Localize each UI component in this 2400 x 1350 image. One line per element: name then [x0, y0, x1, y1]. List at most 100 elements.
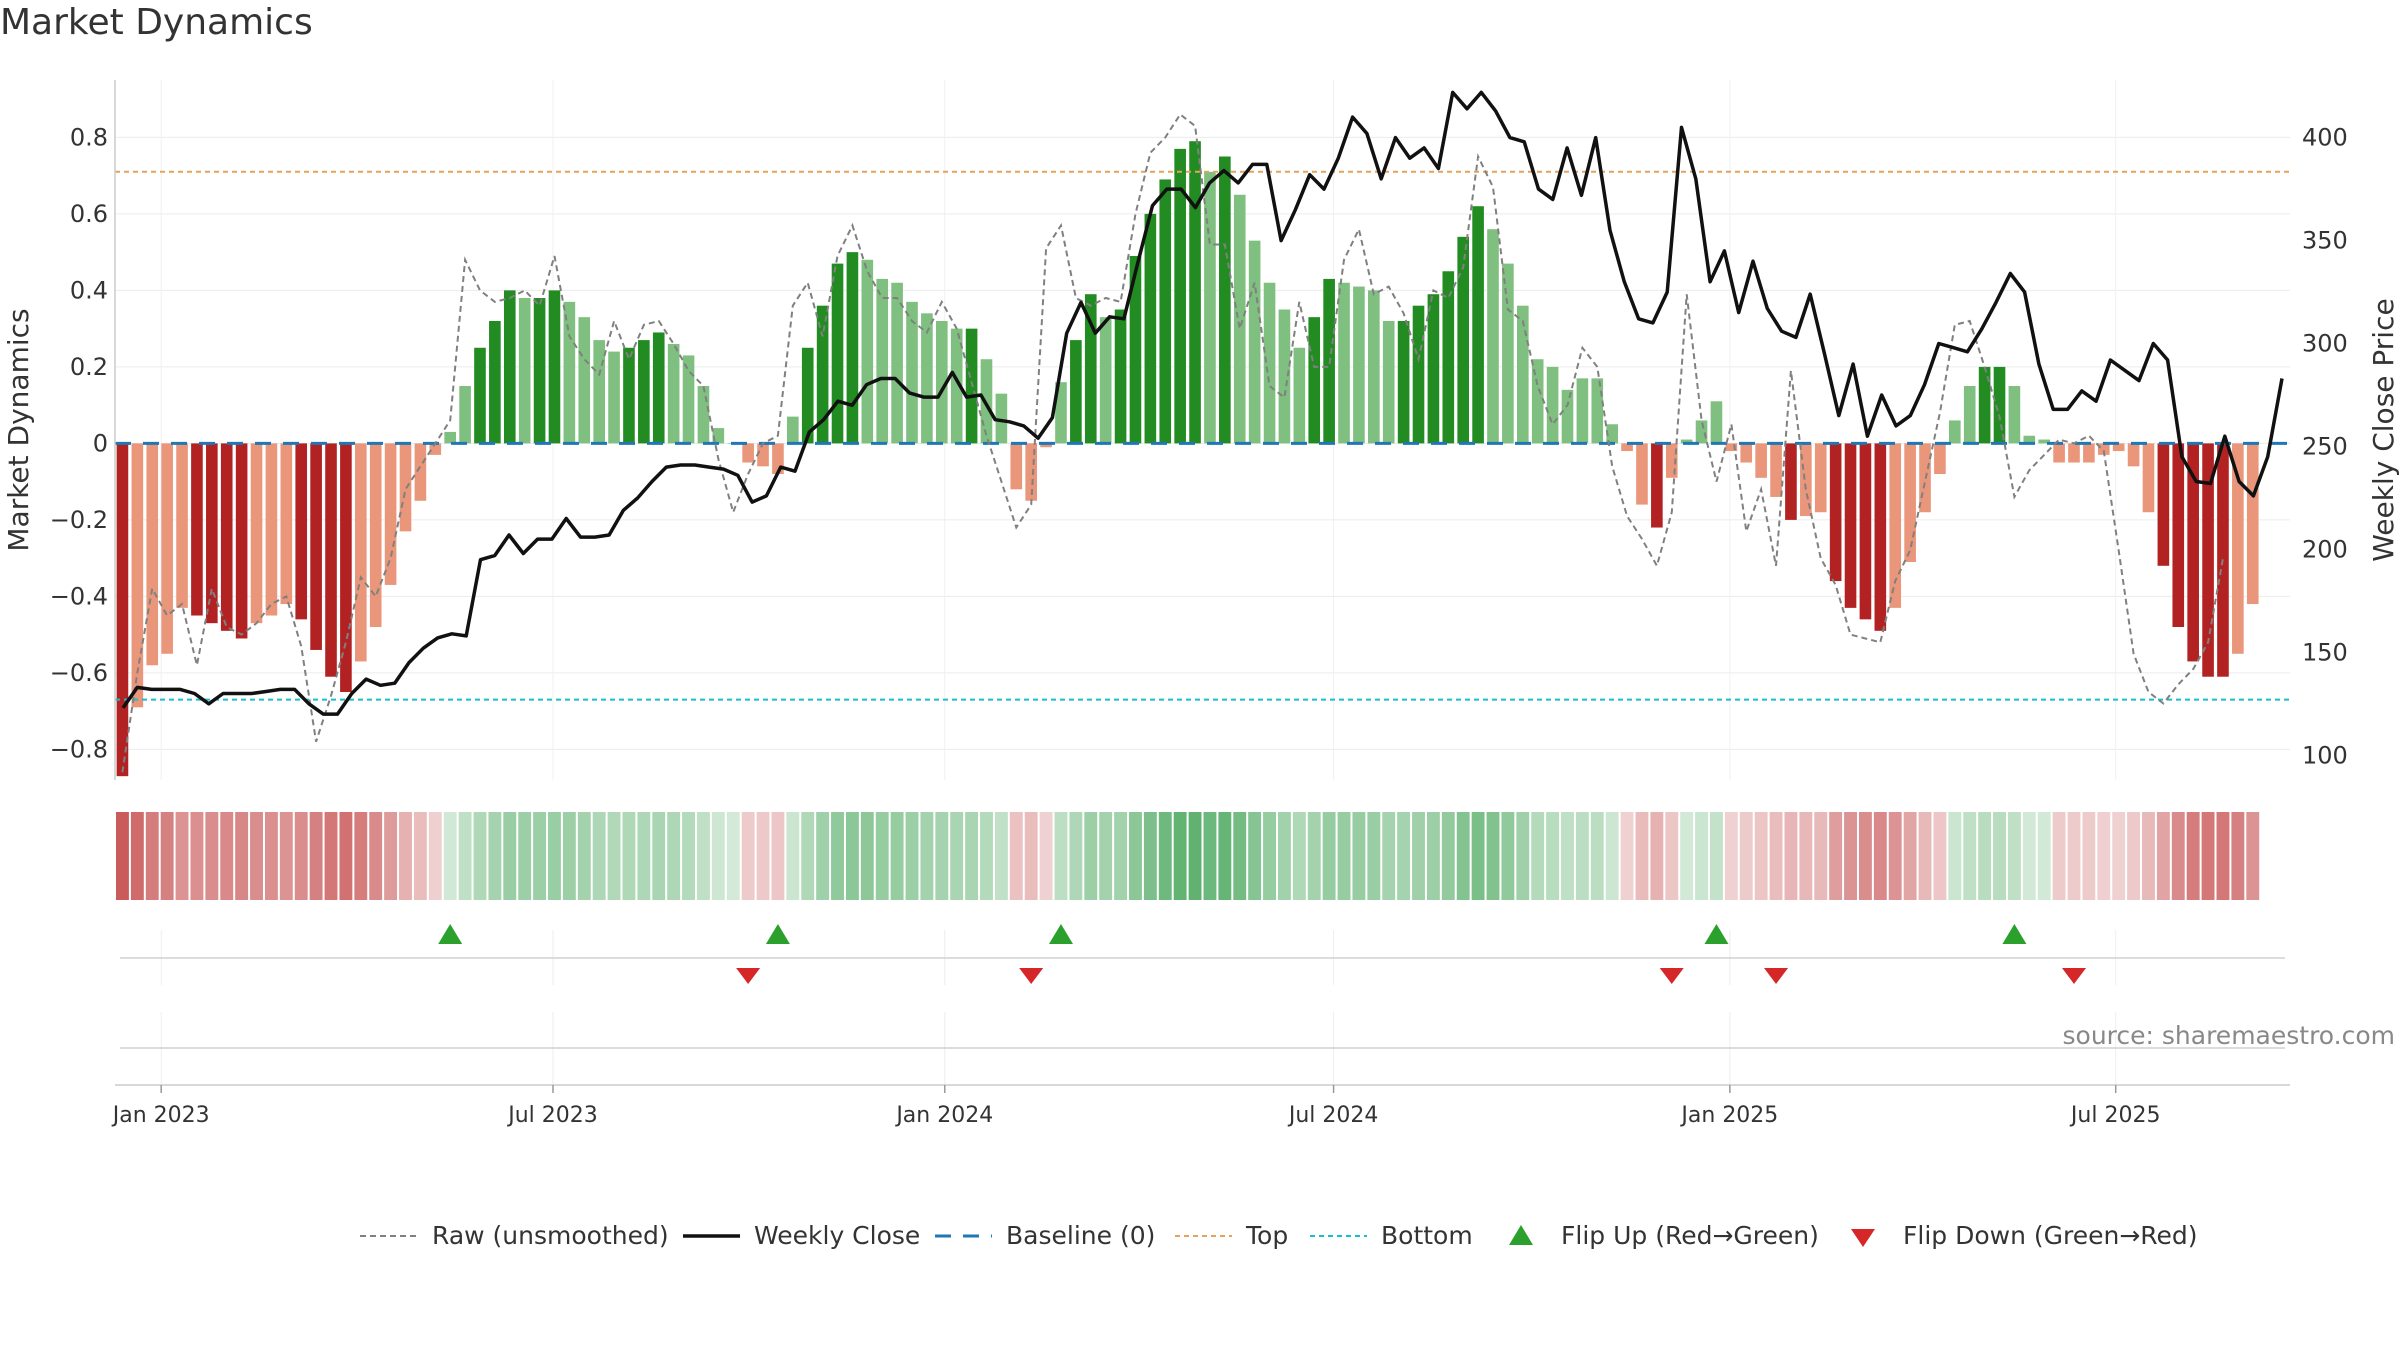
- bar: [295, 443, 308, 620]
- heat-cell: [1426, 812, 1440, 900]
- heat-cell: [1188, 812, 1202, 900]
- heat-cell: [2142, 812, 2155, 900]
- bar: [712, 428, 725, 444]
- heat-cell: [1918, 812, 1932, 900]
- bar: [608, 351, 620, 444]
- heat-cell: [1218, 812, 1232, 900]
- flip-down-marker: [2061, 968, 2086, 984]
- y-right-tick-label: 150: [2302, 638, 2348, 666]
- source-text: source: sharemaestro.com: [2063, 1021, 2396, 1050]
- bar: [548, 290, 561, 444]
- bar: [1442, 271, 1455, 444]
- heat-cell: [637, 812, 651, 900]
- heat-cell: [1009, 812, 1023, 900]
- bar: [1457, 236, 1470, 444]
- bar: [816, 305, 829, 444]
- heat-cell: [801, 812, 815, 900]
- heat-cell: [1039, 812, 1053, 900]
- bar: [801, 347, 814, 444]
- heat-cell: [652, 812, 666, 900]
- bar: [2083, 443, 2095, 463]
- bar: [1204, 171, 1216, 444]
- bar: [2157, 443, 2170, 566]
- heat-cell: [2186, 812, 2200, 900]
- flip-up-marker: [765, 924, 790, 944]
- heat-cell: [2171, 812, 2185, 900]
- heat-cell: [1456, 812, 1470, 900]
- bar: [191, 443, 203, 616]
- bar: [787, 416, 799, 444]
- heat-cell: [369, 812, 383, 900]
- bar: [1368, 290, 1380, 444]
- bar: [950, 328, 963, 444]
- flip-down-marker: [1019, 968, 1044, 984]
- heat-cell: [1084, 812, 1098, 900]
- legend-swatch-flip-down: [1851, 1229, 1875, 1247]
- heat-cell: [2097, 812, 2111, 900]
- heat-cell: [1337, 812, 1351, 900]
- heat-cell: [473, 812, 487, 900]
- heat-cell: [220, 812, 234, 900]
- heat-cell: [399, 812, 412, 900]
- bar: [638, 340, 650, 444]
- bar: [1278, 309, 1291, 444]
- heat-cell: [1248, 812, 1262, 900]
- heat-cell: [682, 812, 695, 900]
- bar: [1874, 443, 1887, 631]
- bar: [399, 443, 412, 532]
- bar: [1338, 282, 1350, 444]
- heat-cell: [875, 812, 889, 900]
- bar: [1651, 443, 1663, 528]
- heat-cell: [1575, 812, 1589, 900]
- bar: [757, 443, 769, 467]
- heat-cell: [2037, 812, 2051, 900]
- y-axis-title: Market Dynamics: [2, 308, 35, 551]
- heat-cell: [1441, 812, 1455, 900]
- bar: [265, 443, 278, 616]
- heat-cell: [965, 812, 979, 900]
- x-tick-label: Jan 2025: [1679, 1103, 1778, 1128]
- bar: [489, 320, 501, 444]
- heat-cell: [1367, 812, 1381, 900]
- bar: [1800, 443, 1812, 517]
- legend-label-close: Weekly Close: [754, 1221, 920, 1250]
- bar: [1785, 443, 1797, 520]
- bar: [1114, 309, 1127, 444]
- bar: [2187, 443, 2199, 662]
- bar: [682, 355, 695, 444]
- heat-cell: [1948, 812, 1962, 900]
- heat-cell: [756, 812, 770, 900]
- heat-cell: [190, 812, 204, 900]
- heat-cell: [1888, 812, 1902, 900]
- heat-cell: [250, 812, 263, 900]
- bar: [1740, 443, 1753, 463]
- y-tick-label: −0.6: [50, 659, 108, 687]
- heat-cell: [622, 812, 636, 900]
- lines-layer: [121, 90, 2284, 773]
- heat-cell: [548, 812, 561, 900]
- heat-cell: [2067, 812, 2081, 900]
- y-tick-label: 0.6: [70, 200, 108, 228]
- bar: [1502, 263, 1514, 444]
- y-right-tick-label: 200: [2302, 535, 2348, 563]
- bar: [1263, 282, 1276, 444]
- heat-cell: [384, 812, 398, 900]
- y-tick-label: 0: [93, 429, 108, 457]
- heat-cell: [1605, 812, 1619, 900]
- bar: [1055, 382, 1067, 444]
- heat-cell: [1069, 812, 1083, 900]
- heat-cell: [920, 812, 934, 900]
- bar: [1591, 378, 1604, 444]
- heat-cell: [1710, 812, 1723, 900]
- bar: [235, 443, 248, 639]
- x-tick-label: Jul 2024: [1287, 1103, 1379, 1128]
- heat-cell: [2201, 812, 2215, 900]
- heat-cell: [816, 812, 830, 900]
- bar: [906, 301, 918, 444]
- y-right-axis-title: Weekly Close Price: [2367, 298, 2400, 561]
- flip-up-marker: [1048, 924, 1073, 944]
- heat-cell: [1844, 812, 1857, 900]
- heat-cell: [1024, 812, 1038, 900]
- bar: [623, 347, 635, 444]
- bar: [921, 313, 933, 444]
